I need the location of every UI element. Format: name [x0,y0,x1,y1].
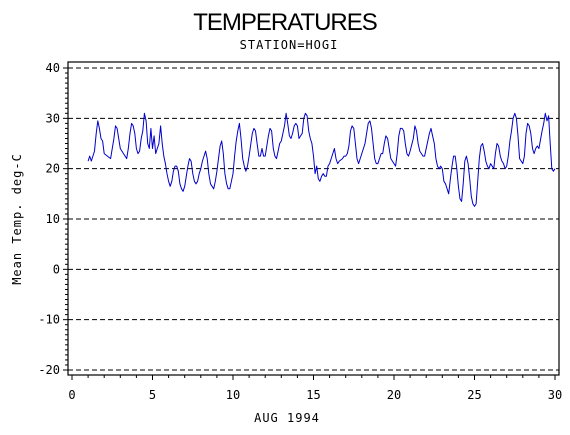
x-tick-label: 5 [149,388,156,402]
y-axis-label: Mean Temp. deg-C [10,153,24,285]
x-tick-label: 0 [68,388,75,402]
series-layer [87,112,556,207]
x-tick-label: 10 [226,388,240,402]
x-tick-label: 15 [306,388,320,402]
y-tick-label: -10 [38,313,60,327]
y-axis: -20 -10 0 10 20 30 40 [38,61,68,377]
y-tick-label: 20 [46,162,60,176]
y-tick-label: 10 [46,212,60,226]
y-tick-label: 0 [53,262,60,276]
y-tick-label: -20 [38,363,60,377]
chart-subtitle: STATION=HOGI [240,38,339,52]
x-axis: 0 5 10 15 20 25 30 [68,375,562,402]
x-tick-label: 30 [548,388,562,402]
y-tick-label: 30 [46,111,60,125]
x-tick-label: 25 [467,388,481,402]
chart-title: TEMPERATURES [193,9,377,36]
y-tick-label: 40 [46,61,60,75]
series-line-0 [87,112,556,207]
x-tick-label: 20 [387,388,401,402]
grid-lines [68,67,559,371]
x-axis-label: AUG 1994 [254,411,320,425]
